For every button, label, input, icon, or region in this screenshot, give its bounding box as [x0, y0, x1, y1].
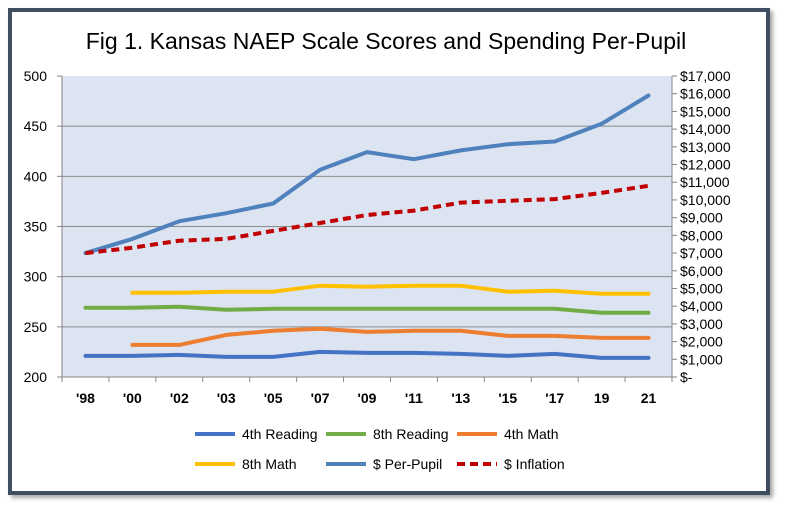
- right-axis-tick-label: $8,000: [680, 227, 723, 243]
- legend-label-4th-math: 4th Math: [504, 426, 558, 442]
- left-axis-tick-label: 350: [24, 219, 48, 235]
- series-lines: [83, 93, 651, 360]
- left-axis-tick-label: 250: [24, 319, 48, 335]
- left-axis-tick-label: 500: [24, 68, 48, 84]
- x-axis-tick-label: 19: [594, 390, 610, 406]
- right-axis-tick-label: $2,000: [680, 334, 723, 350]
- x-axis-tick-label: 21: [641, 390, 657, 406]
- right-axis-tick-label: $12,000: [680, 157, 731, 173]
- x-axis-tick-label: '17: [545, 390, 564, 406]
- x-axis-tick-label: '13: [451, 390, 470, 406]
- legend-label-8th-reading: 8th Reading: [373, 426, 449, 442]
- right-axis-tick-label: $16,000: [680, 86, 731, 102]
- right-axis-tick-label: $11,000: [680, 174, 730, 190]
- left-axis-tick-label: 200: [24, 369, 48, 385]
- series-line-inflation: [85, 183, 649, 256]
- gridlines: [62, 125, 672, 328]
- right-axis-tick-label: $1,000: [680, 351, 723, 367]
- series-line-8th-reading: [83, 304, 651, 315]
- right-axis-tick-label: $14,000: [680, 121, 731, 137]
- right-axis-tick-label: $5,000: [680, 280, 723, 296]
- series-line-4th-math: [130, 326, 651, 347]
- right-axis-tick-label: $-: [680, 369, 693, 385]
- right-axis-tick-label: $15,000: [680, 103, 731, 119]
- right-axis-tick-label: $7,000: [680, 245, 723, 261]
- left-axis-tick-label: 300: [24, 269, 48, 285]
- axes: 500 450 400 350 300 250 200 $17,000 $16,000$15,0…: [24, 68, 731, 406]
- right-axis-tick-label: $17,000: [680, 68, 731, 84]
- left-axis-tick-label: 450: [24, 118, 48, 134]
- x-axis-tick-label: '05: [264, 390, 283, 406]
- chart-title: Fig 1. Kansas NAEP Scale Scores and Spen…: [86, 28, 686, 54]
- x-axis-tick-label: '09: [358, 390, 377, 406]
- series-line-4th-reading: [83, 349, 651, 360]
- right-axis-tick-label: $3,000: [680, 316, 723, 332]
- right-axis-tick-label: $13,000: [680, 139, 731, 155]
- x-axis-tick-label: '11: [405, 390, 423, 406]
- x-axis-tick-label: '07: [311, 390, 330, 406]
- series-line-8th-math: [130, 283, 651, 296]
- x-axis-tick-label: '98: [76, 390, 95, 406]
- legend-label-4th-reading: 4th Reading: [242, 426, 318, 442]
- legend-label-8th-math: 8th Math: [242, 456, 296, 472]
- right-axis-tick-label: $6,000: [680, 263, 723, 279]
- x-axis-tick-label: '00: [123, 390, 142, 406]
- series-line-per-pupil: [83, 93, 651, 256]
- legend-label-inflation: $ Inflation: [504, 456, 565, 472]
- legend-label-per-pupil: $ Per-Pupil: [373, 456, 442, 472]
- legend: 4th Reading 8th Reading 4th Math 8th Math $ …: [195, 426, 565, 472]
- x-axis-tick-label: '15: [498, 390, 517, 406]
- right-axis-tick-label: $4,000: [680, 298, 723, 314]
- left-axis-tick-label: 400: [24, 168, 48, 184]
- x-axis-tick-label: '03: [217, 390, 236, 406]
- right-axis-tick-label: $9,000: [680, 210, 723, 226]
- right-axis-tick-label: $10,000: [680, 192, 731, 208]
- x-axis-tick-label: '02: [170, 390, 189, 406]
